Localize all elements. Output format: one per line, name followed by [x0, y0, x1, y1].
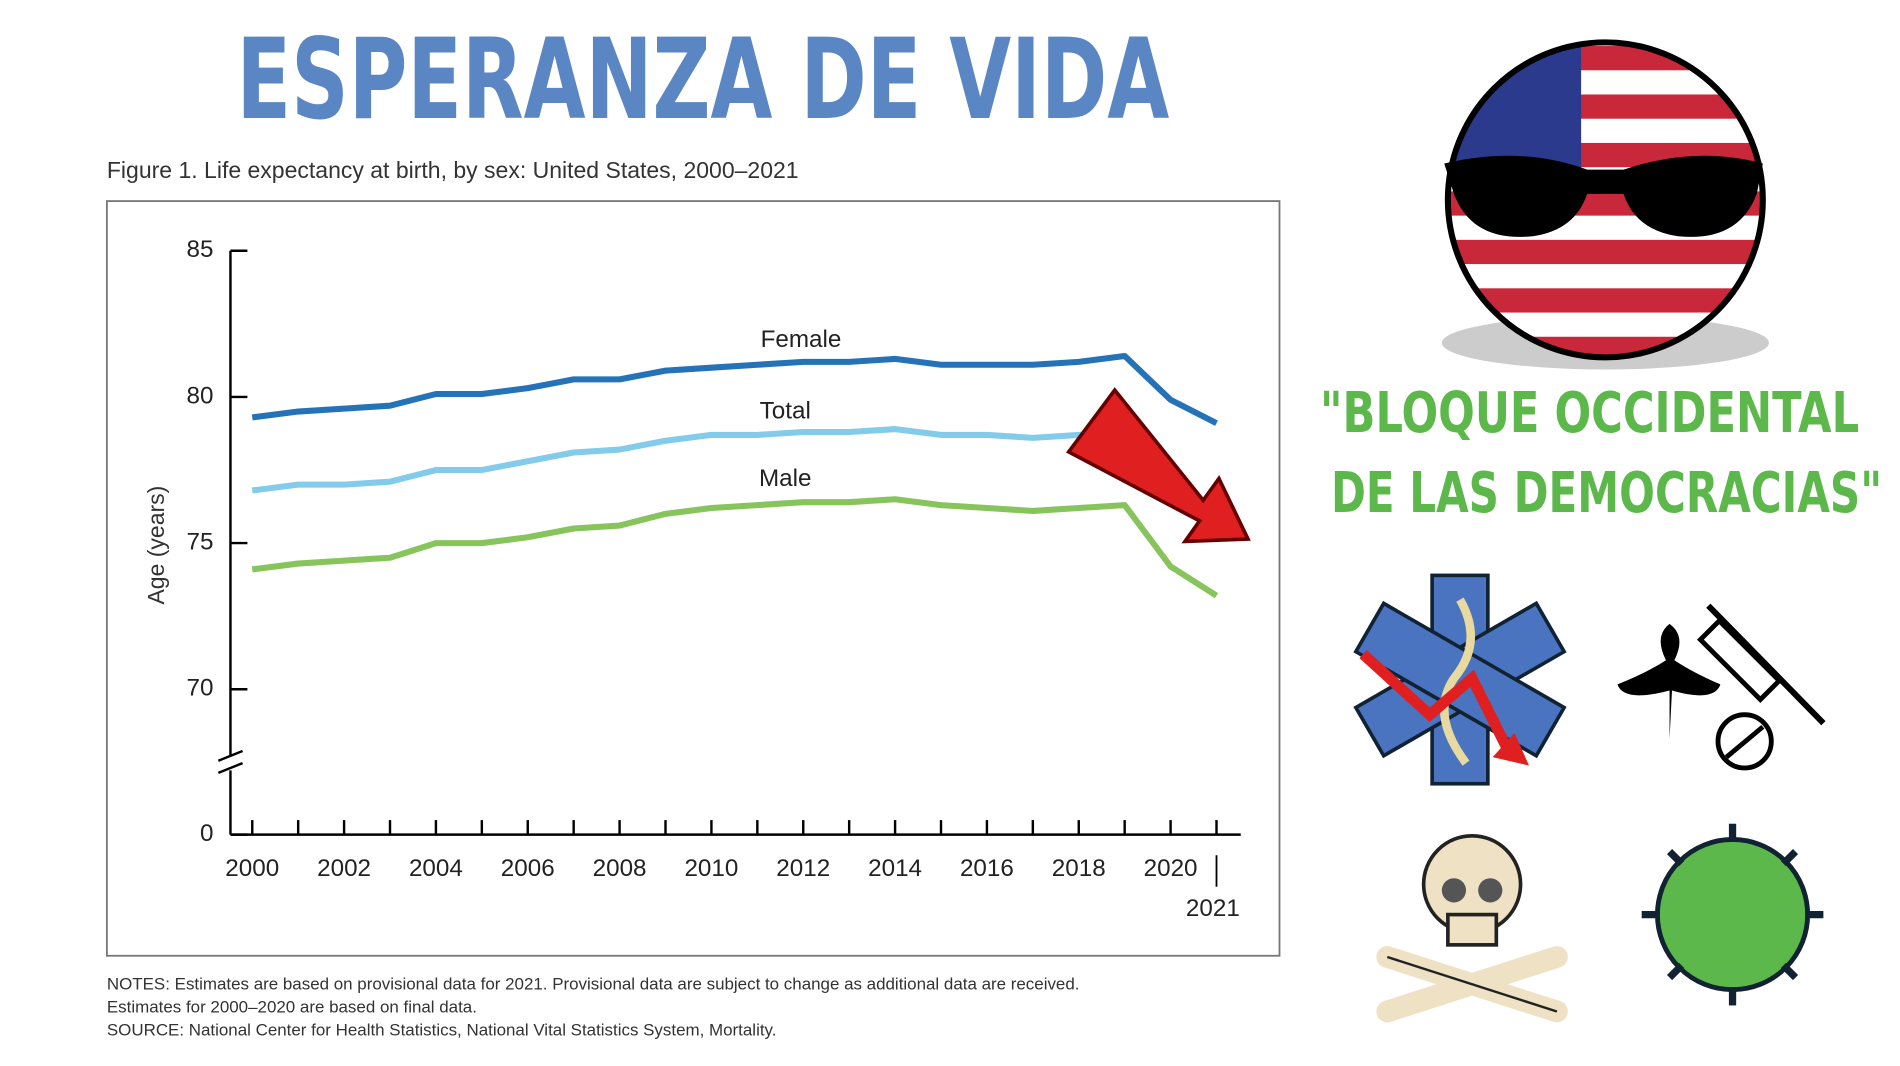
- x-tick-label: 2016: [960, 855, 1014, 882]
- x-tick-label: 2014: [868, 855, 922, 882]
- note: SOURCE: National Center for Health Stati…: [107, 1020, 777, 1039]
- drugs-icon: [1617, 603, 1826, 771]
- axis-break: [217, 762, 244, 774]
- x-tick-label: 2006: [501, 855, 555, 882]
- x-tick-label: 2020: [1144, 855, 1198, 882]
- arrow: [1065, 387, 1251, 544]
- x-tick-label: 2008: [593, 855, 647, 882]
- x-tick-label: 2012: [776, 855, 830, 882]
- y-tick-label: 80: [187, 382, 214, 409]
- x-tick-label: 2002: [317, 855, 371, 882]
- y-axis-label: Age (years): [143, 486, 169, 605]
- x-tick-label: 2010: [684, 855, 738, 882]
- x-tick-label: 2021: [1186, 895, 1240, 922]
- axis-break: [217, 749, 244, 762]
- x-tick-label: 2004: [409, 855, 463, 882]
- series-line: [251, 426, 1219, 514]
- heading: ESPERANZA DE VIDA: [237, 16, 1170, 145]
- slogan-line: "BLOQUE OCCIDENTAL: [1320, 381, 1859, 446]
- series-line: [251, 352, 1218, 426]
- y-tick-label: 70: [187, 675, 214, 702]
- series-label: Male: [759, 465, 812, 492]
- y-tick-label: 75: [187, 528, 214, 555]
- chart-frame: [105, 200, 1281, 957]
- series-label: Total: [760, 397, 811, 424]
- x-tick-label: 2018: [1052, 855, 1106, 882]
- note: Estimates for 2000–2020 are based on fin…: [107, 997, 477, 1016]
- star-of-life-icon: [1353, 573, 1567, 786]
- note: NOTES: Estimates are based on provisiona…: [107, 974, 1080, 993]
- y-tick-label: 85: [187, 236, 214, 263]
- skull-icon: [1376, 834, 1568, 1023]
- series-line: [251, 496, 1219, 599]
- chart-title: Figure 1. Life expectancy at birth, by s…: [107, 157, 799, 183]
- slogan-line: DE LAS DEMOCRACIAS": [1331, 461, 1882, 526]
- x-tick-label: 2000: [225, 855, 279, 882]
- virus-icon: [1641, 823, 1824, 1006]
- series-label: Female: [761, 326, 842, 353]
- y-tick-label: 0: [200, 820, 213, 847]
